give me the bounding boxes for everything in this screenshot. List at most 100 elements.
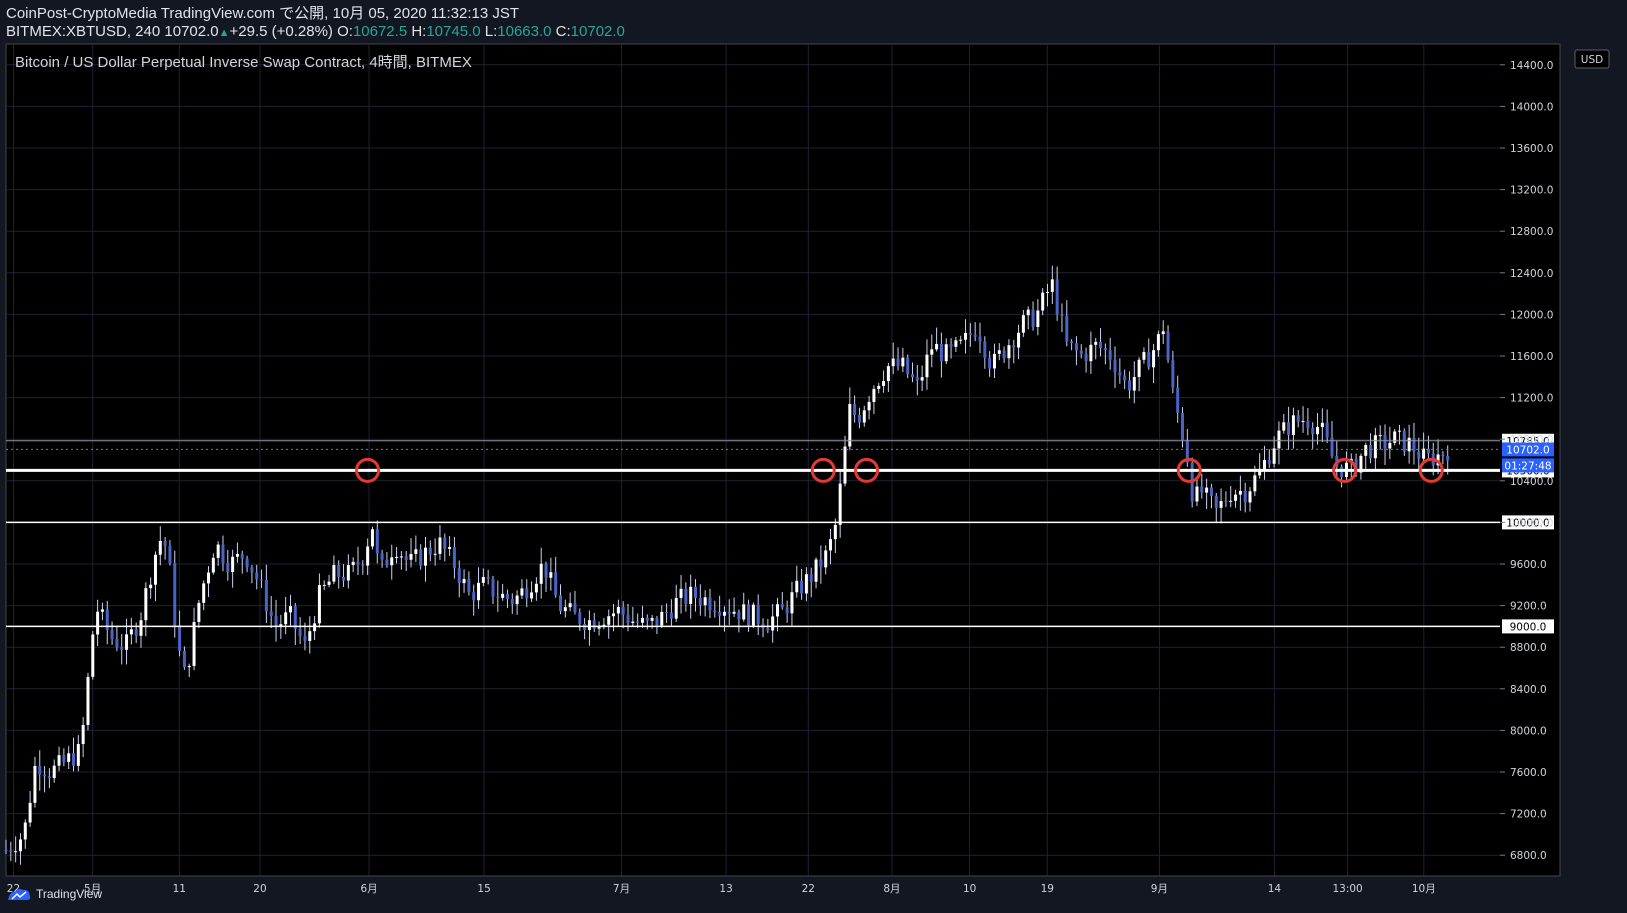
- price-tag-label: 10000.0: [1506, 517, 1549, 529]
- candle: [602, 617, 606, 630]
- candle: [539, 547, 543, 599]
- candle-body: [491, 578, 495, 597]
- candle-body: [1031, 309, 1035, 327]
- candle: [52, 759, 56, 783]
- candle: [915, 364, 919, 396]
- candle: [973, 322, 977, 342]
- candle: [491, 575, 495, 605]
- candle: [1113, 346, 1117, 388]
- candle: [202, 580, 206, 611]
- candle: [1373, 427, 1377, 471]
- candle-body: [269, 611, 273, 617]
- x-tick-label: 13:00: [1332, 883, 1362, 895]
- candle: [351, 557, 355, 573]
- candle-body: [1118, 372, 1122, 376]
- candle: [910, 362, 914, 383]
- candle: [409, 538, 413, 568]
- candle-series: [4, 265, 1450, 865]
- candle: [14, 836, 18, 863]
- candle: [423, 537, 427, 582]
- candle: [1137, 357, 1141, 392]
- candle-body: [573, 603, 577, 613]
- candle: [534, 577, 538, 601]
- currency-badge[interactable]: [1574, 49, 1610, 69]
- candle: [182, 646, 186, 670]
- tradingview-footer[interactable]: TradingView: [6, 886, 102, 902]
- x-tick-label: 6月: [360, 883, 377, 895]
- candle-body: [655, 617, 659, 626]
- candle: [153, 551, 157, 602]
- candle-body: [370, 529, 374, 547]
- candle: [250, 564, 254, 584]
- candle-body: [1330, 437, 1334, 457]
- candle: [1026, 306, 1030, 330]
- y-tick-label: 12400.0: [1510, 268, 1553, 280]
- candle-body: [698, 597, 702, 606]
- candle-body: [771, 616, 775, 631]
- candle-body: [592, 620, 596, 629]
- candle-body: [23, 822, 27, 840]
- candle: [288, 594, 292, 627]
- x-tick-label: 19: [1041, 883, 1054, 895]
- candle-body: [327, 581, 331, 585]
- candle: [819, 545, 823, 584]
- candle: [1108, 337, 1112, 370]
- candle: [1152, 343, 1156, 384]
- candle-body: [559, 595, 563, 612]
- candle-body: [1026, 309, 1030, 316]
- candle-body: [920, 377, 924, 381]
- candle: [264, 564, 268, 624]
- candle-body: [1397, 430, 1401, 432]
- candle: [660, 605, 664, 628]
- tradingview-logo-icon: [8, 888, 31, 900]
- open-value: 10672.5: [352, 23, 408, 40]
- candle-body: [964, 333, 968, 340]
- candle-body: [862, 410, 866, 423]
- candle-body: [293, 606, 297, 629]
- candle: [862, 405, 866, 427]
- candle: [665, 603, 669, 623]
- candle: [370, 526, 374, 550]
- x-tick-label: 9月: [1151, 883, 1168, 895]
- candle-body: [298, 628, 302, 637]
- candle-body: [76, 744, 80, 766]
- candle: [780, 591, 784, 610]
- price-axis[interactable]: 6800.0 7200.0 7600.0 8000.0 8400.0 8800.0 9200…: [1500, 60, 1553, 862]
- candle: [245, 555, 249, 573]
- candle-body: [636, 621, 640, 623]
- candle-body: [4, 850, 8, 851]
- candle-body: [1021, 315, 1025, 333]
- candle-body: [660, 611, 664, 626]
- candle-body: [28, 802, 32, 823]
- y-tick-label: 14000.0: [1510, 101, 1553, 113]
- candle-body: [505, 593, 509, 599]
- candle-body: [1113, 359, 1117, 373]
- candle-body: [231, 556, 235, 573]
- candle-body: [438, 537, 442, 554]
- candle: [163, 537, 167, 560]
- candle-body: [163, 540, 167, 547]
- publish-text: CoinPost-CryptoMedia TradingView.com で公開…: [6, 5, 520, 22]
- candle: [510, 593, 514, 614]
- time-axis[interactable]: 22 5月 11 20 6月 15 7月 13 22 8月 10 19 9月 14 13:00 10月: [7, 883, 1436, 895]
- candle: [173, 550, 177, 638]
- candle-body: [1074, 343, 1078, 351]
- candle-body: [144, 588, 148, 621]
- candle: [848, 387, 852, 451]
- candle: [983, 336, 987, 369]
- candle: [1065, 300, 1069, 347]
- candle-body: [983, 341, 987, 358]
- candle-body: [1282, 422, 1286, 431]
- candle-body: [645, 617, 649, 621]
- candle-body: [178, 625, 182, 651]
- candle-body: [554, 572, 558, 596]
- candle: [930, 334, 934, 368]
- candle-body: [1161, 331, 1165, 335]
- candle: [1012, 339, 1016, 364]
- candle: [587, 610, 591, 646]
- candle-body: [968, 333, 972, 335]
- candle-body: [361, 564, 365, 566]
- candle: [703, 590, 707, 617]
- y-tick-label: 12800.0: [1510, 226, 1553, 238]
